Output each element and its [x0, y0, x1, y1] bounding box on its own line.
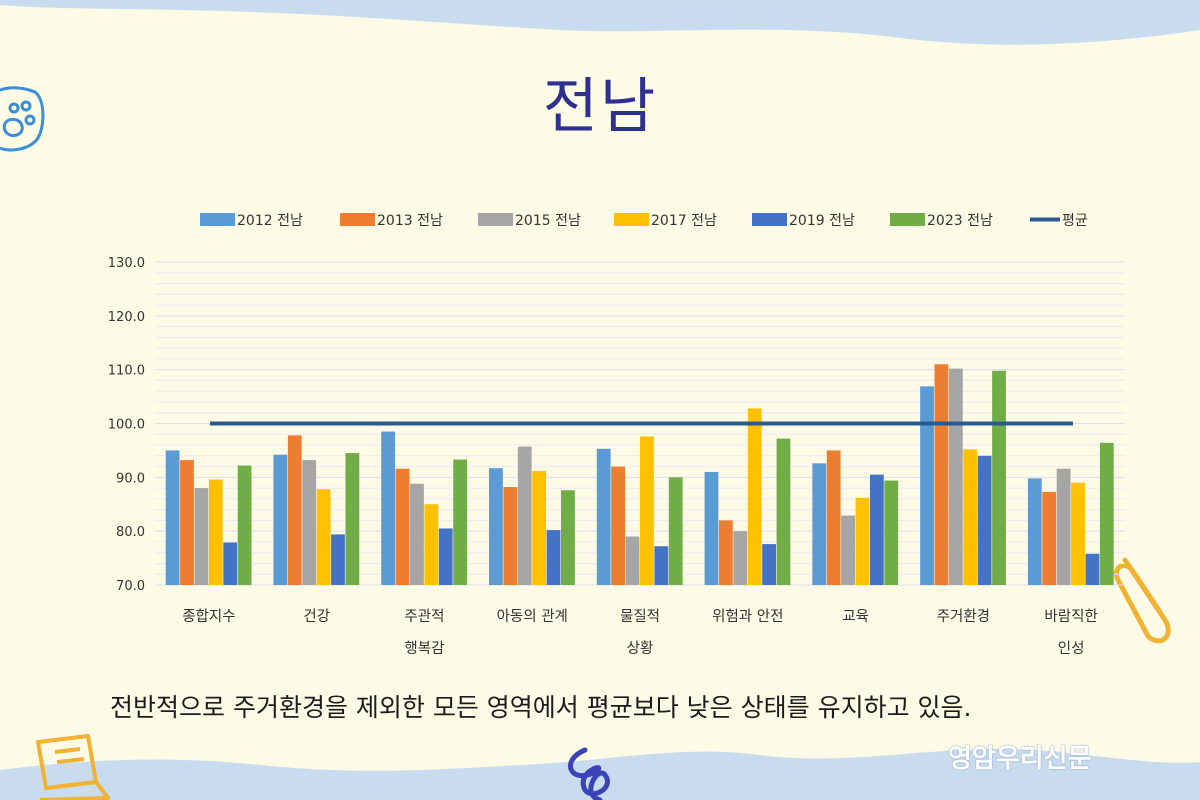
- bar-2017-전남-3: [532, 470, 547, 585]
- legend-swatch: [614, 213, 649, 226]
- y-tick-label: 90.0: [116, 471, 145, 486]
- x-tick-label: 종합지수: [182, 608, 235, 625]
- x-tick-label: 주거환경: [937, 608, 990, 625]
- y-tick-label: 120.0: [108, 310, 145, 325]
- bar-2015-전남-5: [733, 531, 748, 585]
- x-tick-label: 위험과 안전: [712, 608, 783, 625]
- bar-2017-전남-7: [963, 449, 978, 585]
- bar-2017-전남-8: [1071, 482, 1085, 585]
- bar-2015-전남-8: [1056, 468, 1071, 585]
- x-tick-label: 건강: [303, 608, 330, 625]
- y-tick-label: 100.0: [108, 418, 145, 433]
- legend-label: 2015 전남: [515, 213, 581, 229]
- legend-label: 평균: [1062, 213, 1088, 229]
- bar-2017-전남-0: [208, 479, 223, 585]
- bar-2015-전남-1: [302, 460, 317, 585]
- bar-2012-전남-3: [489, 468, 503, 585]
- x-tick-label: 바람직한: [1044, 608, 1097, 625]
- bar-2013-전남-7: [934, 364, 949, 585]
- bar-2017-전남-4: [640, 436, 654, 585]
- legend-label: 2012 전남: [237, 213, 303, 229]
- legend-swatch: [478, 213, 513, 226]
- bar-2012-전남-0: [165, 450, 180, 585]
- bar-2017-전남-6: [855, 497, 870, 585]
- summary-text: 전반적으로 주거환경을 제외한 모든 영역에서 평균보다 낮은 상태를 유지하고…: [110, 693, 972, 722]
- x-tick-label: 행복감: [404, 640, 444, 657]
- legend-swatch: [890, 213, 925, 226]
- bar-2015-전남-7: [948, 368, 963, 585]
- bar-2019-전남-6: [869, 474, 884, 585]
- bar-2013-전남-6: [826, 450, 841, 585]
- bar-2013-전남-1: [287, 435, 302, 585]
- legend-swatch: [200, 213, 235, 226]
- bar-2012-전남-8: [1027, 478, 1042, 585]
- bar-2013-전남-8: [1042, 491, 1057, 585]
- bar-2013-전남-0: [180, 460, 194, 585]
- bar-2017-전남-5: [747, 408, 762, 585]
- x-tick-label: 인성: [1058, 640, 1085, 657]
- bar-2012-전남-7: [920, 386, 934, 585]
- bar-2023-전남-3: [561, 490, 575, 585]
- bar-2012-전남-1: [273, 454, 288, 585]
- bar-2015-전남-0: [194, 488, 209, 585]
- bar-2017-전남-2: [424, 504, 439, 585]
- y-tick-label: 70.0: [116, 579, 145, 594]
- bar-2019-전남-1: [331, 534, 345, 585]
- bar-2023-전남-7: [992, 370, 1006, 585]
- bar-2012-전남-5: [704, 471, 719, 585]
- bar-2023-전남-0: [237, 465, 252, 585]
- page-title: 전남: [542, 72, 658, 142]
- bar-2015-전남-4: [625, 536, 640, 585]
- scribble-icon: [568, 747, 610, 800]
- bar-2023-전남-6: [884, 480, 899, 585]
- y-tick-label: 80.0: [116, 525, 145, 540]
- bar-2019-전남-8: [1085, 553, 1100, 585]
- bar-2013-전남-4: [611, 466, 625, 585]
- bar-2019-전남-2: [438, 528, 453, 585]
- y-tick-label: 110.0: [108, 364, 145, 379]
- bar-2015-전남-6: [841, 515, 855, 585]
- bar-2019-전남-3: [546, 530, 561, 585]
- bar-2017-전남-1: [316, 489, 331, 585]
- bar-2013-전남-3: [503, 487, 518, 585]
- laptop-icon: [36, 734, 110, 800]
- bar-2019-전남-0: [223, 542, 238, 585]
- bar-2015-전남-3: [517, 446, 532, 585]
- bar-2012-전남-6: [812, 463, 827, 585]
- legend-label: 2017 전남: [651, 213, 717, 229]
- y-tick-label: 130.0: [108, 256, 145, 271]
- x-tick-label: 아동의 관계: [497, 608, 568, 625]
- legend-label: 2013 전남: [377, 213, 443, 229]
- paw-icon: [0, 86, 45, 152]
- bar-2019-전남-4: [654, 546, 669, 585]
- bar-2013-전남-5: [718, 520, 733, 585]
- bar-2023-전남-2: [453, 459, 468, 585]
- bar-2019-전남-5: [762, 544, 776, 585]
- top-wave: [0, 0, 1200, 45]
- bar-2012-전남-2: [381, 431, 396, 585]
- x-tick-label: 물질적: [620, 608, 660, 625]
- paperclip-icon: [1114, 557, 1171, 644]
- bar-2019-전남-7: [977, 455, 992, 585]
- bar-2023-전남-5: [776, 438, 791, 585]
- bar-2023-전남-4: [668, 477, 683, 585]
- legend-label: 2019 전남: [789, 213, 855, 229]
- legend-label: 2023 전남: [927, 213, 993, 229]
- x-tick-label: 주관적: [404, 608, 444, 625]
- bar-2013-전남-2: [395, 468, 410, 585]
- x-tick-label: 교육: [842, 609, 869, 625]
- legend-swatch: [340, 213, 375, 226]
- legend-swatch: [752, 213, 787, 226]
- x-tick-label: 상황: [627, 640, 654, 657]
- watermark: 영암우리신문: [948, 744, 1092, 774]
- bar-2023-전남-1: [345, 453, 360, 585]
- bar-2023-전남-8: [1099, 442, 1114, 585]
- bar-2015-전남-2: [410, 483, 424, 585]
- bar-2012-전남-4: [596, 448, 611, 585]
